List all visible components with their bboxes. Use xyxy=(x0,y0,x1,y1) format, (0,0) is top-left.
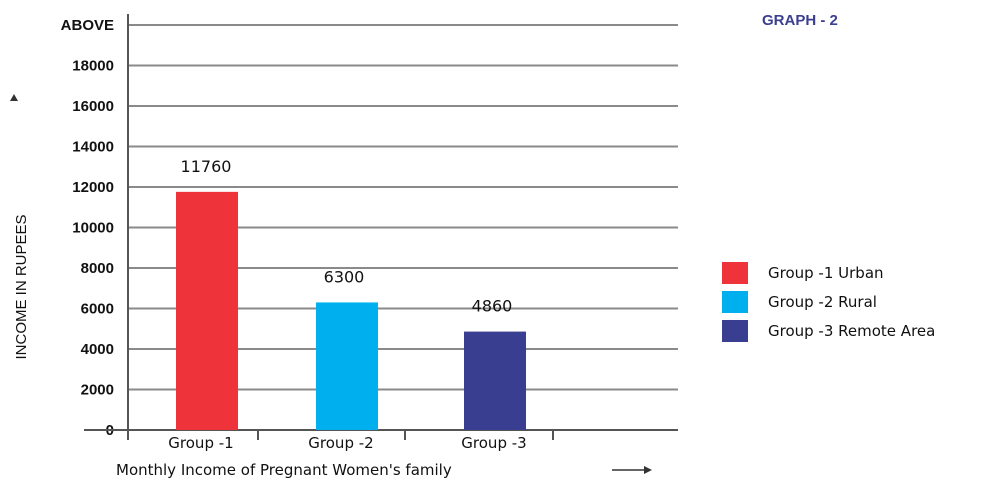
y-tick-label: 14000 xyxy=(72,139,114,156)
x-axis-title: Monthly Income of Pregnant Women's famil… xyxy=(116,461,452,479)
legend-swatch-remote xyxy=(722,319,748,342)
bar xyxy=(316,302,378,430)
y-tick-label: 8000 xyxy=(81,260,114,277)
y-axis-arrow-head xyxy=(10,94,18,101)
y-tick-label: 12000 xyxy=(72,179,114,196)
x-axis-arrow-head xyxy=(644,466,652,474)
x-category-label: Group -2 xyxy=(308,434,373,452)
graph-title: GRAPH - 2 xyxy=(762,12,838,29)
y-tick-label: 16000 xyxy=(72,98,114,115)
y-tick-label: ABOVE xyxy=(61,17,114,34)
y-tick-label: 10000 xyxy=(72,220,114,237)
x-category-label: Group -3 xyxy=(461,434,526,452)
x-category-label: Group -1 xyxy=(168,434,233,452)
y-tick-label: 2000 xyxy=(81,382,114,399)
legend-item-rural: Group -2 Rural xyxy=(722,287,935,316)
legend-item-urban: Group -1 Urban xyxy=(722,258,935,287)
y-axis-title: INCOME IN RUPEES xyxy=(13,214,30,359)
data-label: 6300 xyxy=(324,267,365,286)
legend-label-rural: Group -2 Rural xyxy=(768,292,877,311)
bar xyxy=(464,331,526,430)
legend-item-remote: Group -3 Remote Area xyxy=(722,316,935,345)
data-label: 11760 xyxy=(181,157,232,176)
legend-label-urban: Group -1 Urban xyxy=(768,263,884,282)
legend-swatch-rural xyxy=(722,290,748,313)
bar xyxy=(176,191,238,430)
y-tick-label: 4000 xyxy=(81,341,114,358)
y-tick-label: 6000 xyxy=(81,301,114,318)
legend: Group -1 Urban Group -2 Rural Group -3 R… xyxy=(722,258,935,345)
y-tick-label: 18000 xyxy=(72,58,114,75)
legend-swatch-urban xyxy=(722,261,748,284)
legend-label-remote: Group -3 Remote Area xyxy=(768,321,936,340)
data-label: 4860 xyxy=(472,297,513,316)
